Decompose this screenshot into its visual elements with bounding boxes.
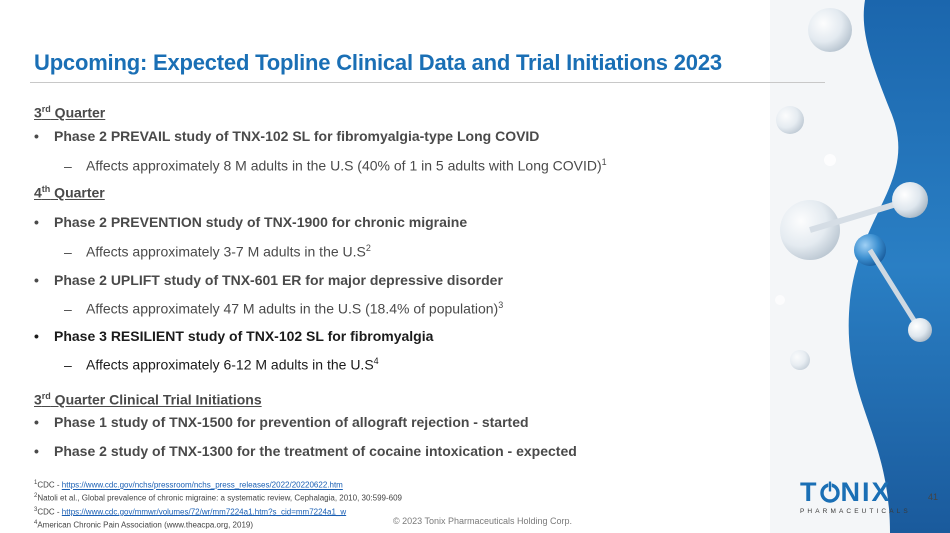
reference-mark: 1 xyxy=(601,157,607,167)
subbullet-text: Affects approximately 6-12 M adults in t… xyxy=(86,356,374,373)
reference-mark: 2 xyxy=(365,243,371,253)
footnote-2: 2Natoli et al., Global prevalence of chr… xyxy=(34,491,402,504)
bullet-text: Phase 2 study of TNX-1300 for the treatm… xyxy=(54,443,577,459)
footnote-prefix: CDC - xyxy=(37,480,62,490)
title-divider xyxy=(30,82,825,83)
bullet-uplift: • Phase 2 UPLIFT study of TNX-601 ER for … xyxy=(34,272,503,288)
bullet-text: Phase 2 PREVENTION study of TNX-1900 for… xyxy=(54,214,468,230)
logo-letter-t: T xyxy=(800,477,819,507)
molecule-artwork xyxy=(770,0,950,533)
dash-marker: – xyxy=(64,356,72,373)
footnote-link[interactable]: https://www.cdc.gov/mmwr/volumes/72/wr/m… xyxy=(61,507,347,517)
reference-mark: 4 xyxy=(373,356,379,366)
bullet-prevail: • Phase 2 PREVAIL study of TNX-102 SL for… xyxy=(34,128,539,144)
bullet-marker: • xyxy=(34,414,39,430)
section-heading-sup: rd xyxy=(41,104,51,114)
bullet-marker: • xyxy=(34,214,39,230)
logo-wordmark: T NIX xyxy=(800,478,900,506)
bullet-marker: • xyxy=(34,328,39,344)
footnote-link[interactable]: https://www.cdc.gov/nchs/pressroom/nchs_… xyxy=(61,480,343,490)
bullet-text: Phase 3 RESILIENT study of TNX-102 SL fo… xyxy=(54,328,434,344)
section-heading-label: Quarter xyxy=(50,104,106,121)
page-number: 41 xyxy=(928,492,939,502)
footnote-number: 2 xyxy=(34,493,38,500)
bullet-prevention: • Phase 2 PREVENTION study of TNX-1900 fo… xyxy=(34,214,467,230)
power-o-icon xyxy=(819,478,841,506)
footnote-number: 1 xyxy=(34,480,38,486)
section-heading-number: 3 xyxy=(34,104,42,121)
subbullet-resilient: – Affects approximately 6-12 M adults in … xyxy=(64,356,379,373)
footnote-text: American Chronic Pain Association (www.t… xyxy=(37,520,254,530)
section-heading-initiations: 3rd Quarter Clinical Trial Initiations xyxy=(34,391,262,408)
subbullet-prevail: – Affects approximately 8 M adults in the… xyxy=(64,157,607,174)
section-heading-q3: 3rd Quarter xyxy=(34,104,105,121)
subbullet-text: Affects approximately 8 M adults in the … xyxy=(86,157,602,174)
footnote-number: 3 xyxy=(34,506,38,513)
subbullet-text: Affects approximately 3-7 M adults in th… xyxy=(86,243,366,260)
footnote-prefix: CDC - xyxy=(37,507,62,517)
section-heading-q4: 4th Quarter xyxy=(34,184,105,201)
section-heading-label: Quarter Clinical Trial Initiations xyxy=(50,391,262,408)
section-heading-number: 3 xyxy=(34,391,42,408)
section-heading-sup: th xyxy=(41,184,51,194)
section-heading-label: Quarter xyxy=(50,184,105,201)
bullet-tnx1500: • Phase 1 study of TNX-1500 for preventio… xyxy=(34,414,529,430)
dash-marker: – xyxy=(64,300,72,317)
bullet-marker: • xyxy=(34,128,39,144)
footnote-3: 3CDC - https://www.cdc.gov/mmwr/volumes/… xyxy=(34,505,402,518)
section-heading-sup: rd xyxy=(41,391,51,401)
footnote-4: 4American Chronic Pain Association (www.… xyxy=(34,518,402,531)
bullet-marker: • xyxy=(34,272,39,288)
subbullet-uplift: – Affects approximately 47 M adults in th… xyxy=(64,300,503,317)
bullet-text: Phase 2 UPLIFT study of TNX-601 ER for m… xyxy=(54,272,503,288)
logo-letters-nix: NIX xyxy=(840,477,892,507)
subbullet-prevention: – Affects approximately 3-7 M adults in t… xyxy=(64,243,371,260)
footnote-1: 1CDC - https://www.cdc.gov/nchs/pressroo… xyxy=(34,478,402,491)
bullet-text: Phase 1 study of TNX-1500 for prevention… xyxy=(54,414,529,430)
bullet-text: Phase 2 PREVAIL study of TNX-102 SL for … xyxy=(54,128,540,144)
bullet-tnx1300: • Phase 2 study of TNX-1300 for the treat… xyxy=(34,443,577,459)
reference-mark: 3 xyxy=(498,300,504,310)
bullet-resilient: • Phase 3 RESILIENT study of TNX-102 SL f… xyxy=(34,328,433,344)
footnote-number: 4 xyxy=(34,519,38,526)
footnote-text: Natoli et al., Global prevalence of chro… xyxy=(37,493,402,503)
dash-marker: – xyxy=(64,243,72,260)
bullet-marker: • xyxy=(34,443,39,459)
logo-subtitle: PHARMACEUTICALS xyxy=(800,508,911,515)
footnotes: 1CDC - https://www.cdc.gov/nchs/pressroo… xyxy=(34,478,402,531)
dash-marker: – xyxy=(64,157,72,174)
subbullet-text: Affects approximately 47 M adults in the… xyxy=(86,300,499,317)
copyright: © 2023 Tonix Pharmaceuticals Holding Cor… xyxy=(393,516,573,526)
tonix-logo: T NIX PHARMACEUTICALS xyxy=(800,478,911,515)
page-title: Upcoming: Expected Topline Clinical Data… xyxy=(34,50,722,75)
section-heading-number: 4 xyxy=(34,184,42,201)
